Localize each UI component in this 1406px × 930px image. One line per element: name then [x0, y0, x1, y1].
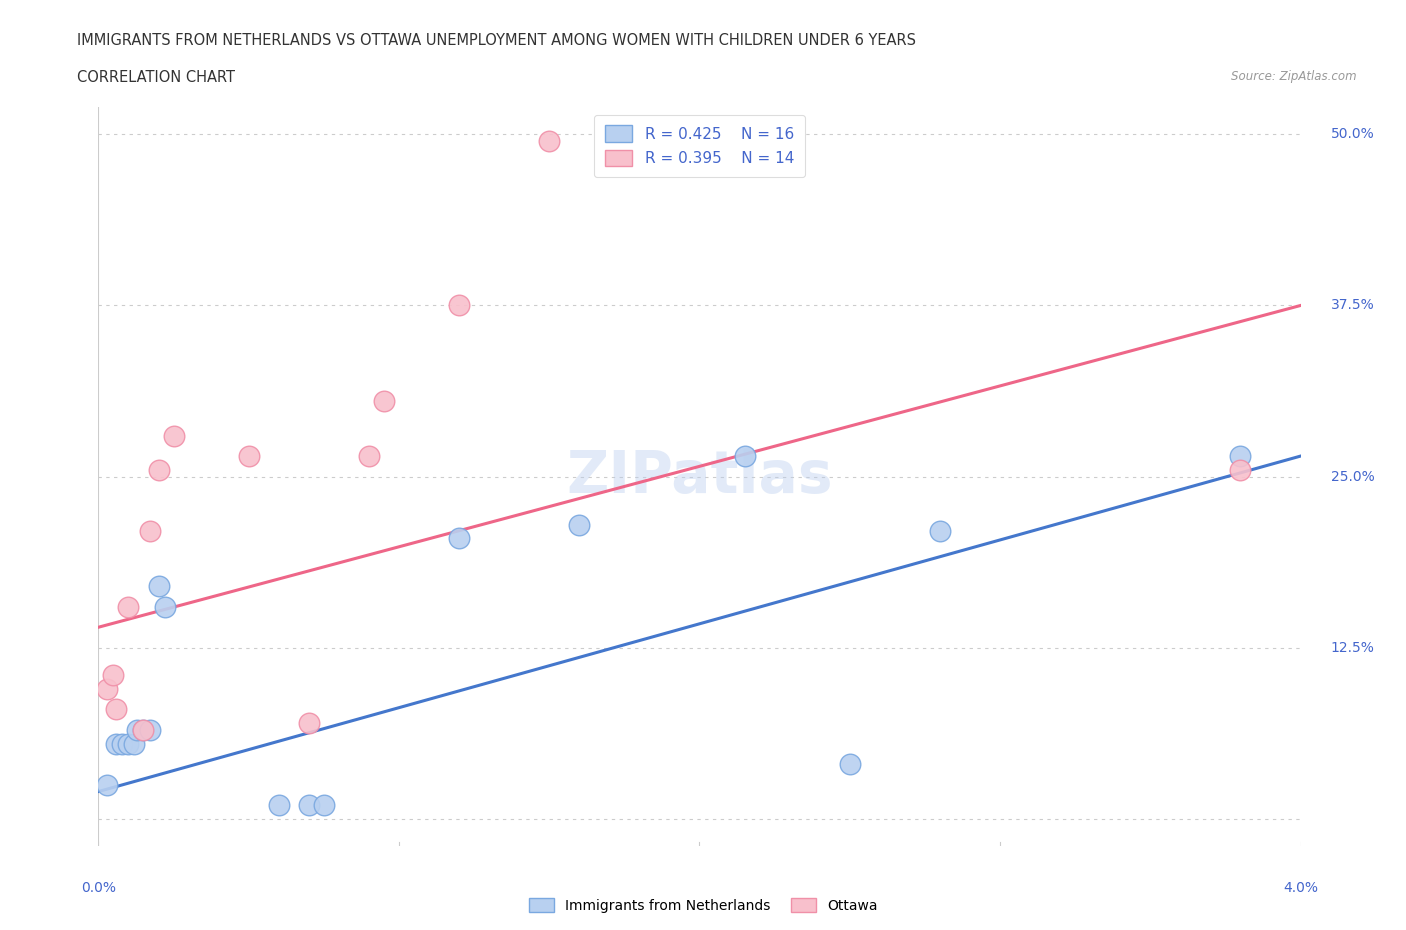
- Text: 25.0%: 25.0%: [1330, 470, 1374, 484]
- Point: [267, 798, 290, 813]
- Point: [105, 702, 128, 717]
- Text: 12.5%: 12.5%: [1330, 641, 1375, 655]
- Point: [103, 668, 125, 683]
- Point: [132, 723, 155, 737]
- Text: IMMIGRANTS FROM NETHERLANDS VS OTTAWA UNEMPLOYMENT AMONG WOMEN WITH CHILDREN UND: IMMIGRANTS FROM NETHERLANDS VS OTTAWA UN…: [77, 33, 917, 47]
- Point: [373, 394, 395, 409]
- Point: [1229, 448, 1251, 463]
- Point: [447, 531, 470, 546]
- Point: [1229, 462, 1251, 477]
- Point: [447, 298, 470, 312]
- Point: [298, 716, 321, 731]
- Point: [124, 737, 146, 751]
- Point: [148, 462, 170, 477]
- Point: [138, 723, 160, 737]
- Point: [132, 723, 155, 737]
- Point: [238, 448, 260, 463]
- Point: [117, 737, 139, 751]
- Point: [138, 524, 160, 538]
- Point: [127, 723, 149, 737]
- Point: [838, 757, 860, 772]
- Text: 4.0%: 4.0%: [1284, 881, 1317, 895]
- Text: 0.0%: 0.0%: [82, 881, 115, 895]
- Point: [734, 448, 756, 463]
- Point: [117, 599, 139, 614]
- Legend: Immigrants from Netherlands, Ottawa: Immigrants from Netherlands, Ottawa: [523, 893, 883, 919]
- Point: [568, 517, 591, 532]
- Point: [357, 448, 380, 463]
- Point: [96, 777, 118, 792]
- Point: [153, 599, 176, 614]
- Text: Source: ZipAtlas.com: Source: ZipAtlas.com: [1232, 70, 1357, 83]
- Text: 37.5%: 37.5%: [1330, 299, 1374, 312]
- Legend: R = 0.425    N = 16, R = 0.395    N = 14: R = 0.425 N = 16, R = 0.395 N = 14: [595, 114, 804, 177]
- Text: ZIPatlas: ZIPatlas: [567, 448, 832, 505]
- Point: [538, 134, 561, 149]
- Text: CORRELATION CHART: CORRELATION CHART: [77, 70, 235, 85]
- Point: [111, 737, 134, 751]
- Point: [298, 798, 321, 813]
- Point: [96, 682, 118, 697]
- Point: [162, 428, 184, 443]
- Point: [928, 524, 950, 538]
- Point: [148, 578, 170, 593]
- Text: 50.0%: 50.0%: [1330, 127, 1374, 141]
- Point: [312, 798, 335, 813]
- Point: [105, 737, 128, 751]
